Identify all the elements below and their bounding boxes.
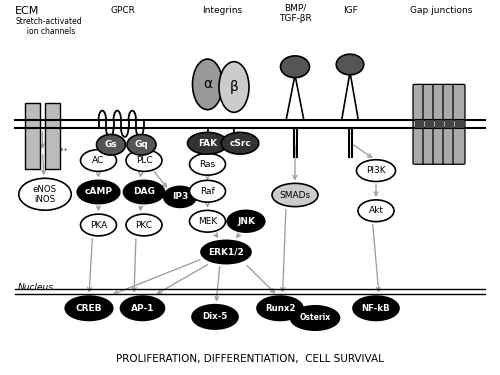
Text: Osterix: Osterix — [300, 314, 330, 322]
Text: Ca²⁺: Ca²⁺ — [49, 147, 68, 156]
Text: Runx2: Runx2 — [265, 304, 295, 313]
Bar — [44, 103, 60, 169]
Text: cAMP: cAMP — [84, 188, 112, 196]
Text: PLC: PLC — [136, 156, 152, 165]
Text: GPCR: GPCR — [110, 6, 136, 15]
Ellipse shape — [190, 210, 226, 232]
Text: AC: AC — [92, 156, 104, 165]
Text: MEK: MEK — [198, 217, 217, 226]
Text: TGF-βR: TGF-βR — [278, 14, 312, 23]
Text: Akt: Akt — [368, 206, 384, 215]
Ellipse shape — [190, 153, 226, 175]
Text: Gap junctions: Gap junctions — [410, 6, 472, 15]
Text: PKC: PKC — [136, 220, 152, 230]
Ellipse shape — [272, 183, 318, 207]
FancyBboxPatch shape — [443, 84, 455, 164]
Ellipse shape — [80, 150, 116, 171]
Text: eNOS
iNOS: eNOS iNOS — [33, 185, 57, 204]
Ellipse shape — [336, 54, 364, 75]
Text: IGF: IGF — [342, 6, 357, 15]
Text: Dix-5: Dix-5 — [202, 312, 228, 321]
Bar — [454, 120, 464, 128]
Bar — [444, 120, 454, 128]
Text: CREB: CREB — [76, 304, 102, 313]
Text: β: β — [230, 80, 238, 94]
Text: Nucleus: Nucleus — [18, 283, 54, 292]
Text: ERK1/2: ERK1/2 — [208, 248, 244, 256]
Text: Ras: Ras — [200, 160, 216, 169]
Text: PI3K: PI3K — [366, 166, 386, 175]
Ellipse shape — [290, 306, 340, 330]
Ellipse shape — [127, 135, 156, 155]
Text: NF-kB: NF-kB — [362, 304, 390, 313]
Ellipse shape — [257, 296, 303, 320]
Ellipse shape — [126, 150, 162, 171]
Text: PKA: PKA — [90, 220, 107, 230]
Ellipse shape — [201, 240, 251, 264]
Bar — [424, 120, 434, 128]
Text: α: α — [203, 77, 212, 92]
Ellipse shape — [227, 210, 265, 232]
Text: IP3: IP3 — [172, 192, 188, 201]
Ellipse shape — [120, 296, 164, 320]
Ellipse shape — [126, 214, 162, 236]
Ellipse shape — [80, 214, 116, 236]
FancyBboxPatch shape — [423, 84, 435, 164]
Ellipse shape — [77, 180, 120, 204]
Text: PROLIFERATION, DIFFERENTIATION,  CELL SURVIVAL: PROLIFERATION, DIFFERENTIATION, CELL SUR… — [116, 354, 384, 364]
Text: BMP/: BMP/ — [284, 4, 306, 13]
FancyBboxPatch shape — [413, 84, 425, 164]
FancyBboxPatch shape — [453, 84, 465, 164]
Text: Gs: Gs — [104, 140, 118, 149]
Ellipse shape — [358, 200, 394, 222]
Ellipse shape — [164, 186, 196, 207]
Text: AP-1: AP-1 — [131, 304, 154, 313]
Text: JNK: JNK — [237, 217, 255, 226]
Ellipse shape — [356, 160, 396, 182]
Ellipse shape — [96, 135, 126, 155]
Ellipse shape — [192, 59, 222, 110]
Text: SMADs: SMADs — [280, 190, 310, 200]
Ellipse shape — [221, 132, 259, 154]
Ellipse shape — [219, 62, 249, 112]
Ellipse shape — [188, 132, 228, 154]
Ellipse shape — [124, 180, 164, 204]
Text: Integrins: Integrins — [202, 6, 242, 15]
Ellipse shape — [190, 180, 226, 202]
Bar — [24, 103, 40, 169]
FancyBboxPatch shape — [433, 84, 445, 164]
Text: FAK: FAK — [198, 139, 217, 148]
Bar — [414, 120, 424, 128]
Ellipse shape — [353, 296, 399, 320]
Text: cSrc: cSrc — [229, 139, 251, 148]
Text: Gq: Gq — [134, 140, 148, 149]
Text: DAG: DAG — [133, 188, 155, 196]
Ellipse shape — [19, 178, 72, 210]
Bar — [434, 120, 444, 128]
Ellipse shape — [65, 296, 113, 320]
Text: ECM: ECM — [15, 6, 40, 16]
Text: Stretch-activated
  ion channels: Stretch-activated ion channels — [15, 17, 82, 36]
Ellipse shape — [192, 304, 238, 329]
Ellipse shape — [280, 56, 310, 78]
Text: Raf: Raf — [200, 187, 215, 196]
